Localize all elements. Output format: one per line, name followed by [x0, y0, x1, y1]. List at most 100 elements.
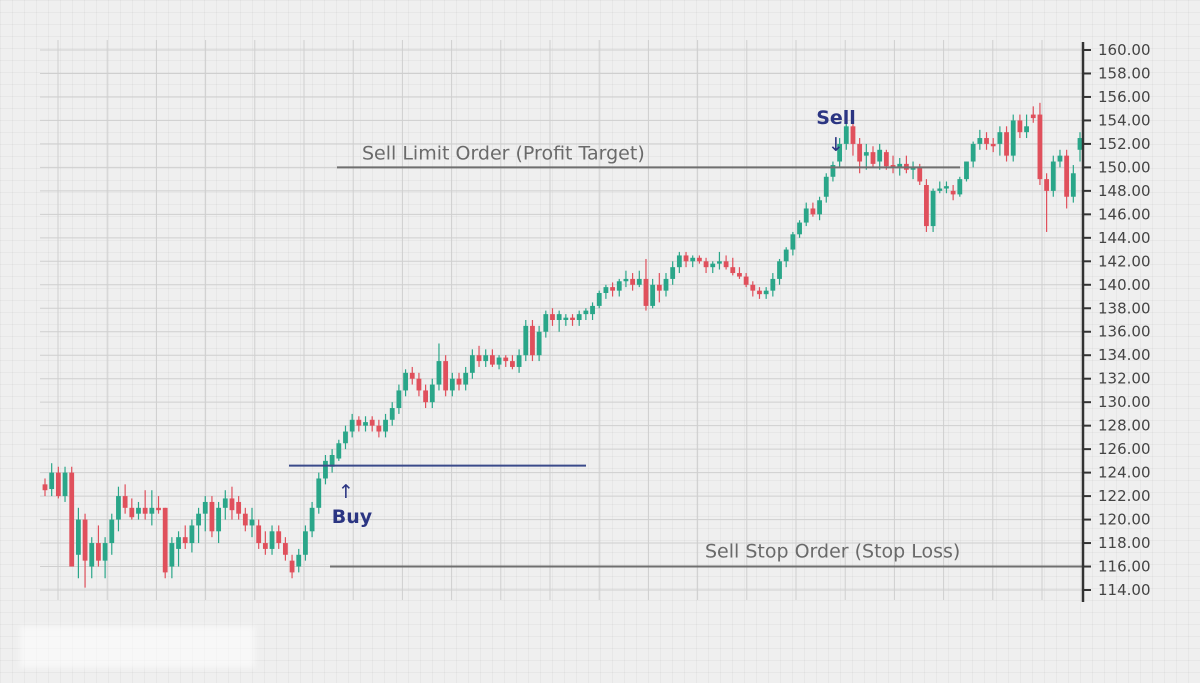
- candle-body: [55, 472, 61, 497]
- candle-body: [803, 208, 809, 223]
- candle-body: [169, 543, 175, 567]
- annotations-layer: Sell Limit Order (Profit Target) Sell Sto…: [332, 107, 961, 563]
- candle-body: [209, 501, 215, 532]
- candle-body: [142, 507, 148, 514]
- candle-body: [710, 263, 716, 268]
- candle-body: [530, 325, 535, 356]
- candle-body: [763, 290, 769, 295]
- candle-body: [69, 472, 75, 567]
- price-tick-label: 116.00: [1098, 558, 1151, 576]
- price-tick-label: 128.00: [1098, 417, 1151, 435]
- candle-body: [670, 267, 676, 279]
- candle-body: [510, 361, 515, 367]
- candle-body: [1064, 155, 1070, 197]
- candle-body: [356, 419, 362, 426]
- candle-body: [229, 498, 235, 511]
- candle-body: [663, 278, 669, 291]
- candle-body: [870, 152, 876, 164]
- candle-body: [242, 513, 248, 526]
- candle-body: [343, 431, 348, 444]
- candle-body: [82, 519, 88, 561]
- candle-body: [456, 378, 462, 385]
- candle-body: [690, 257, 696, 262]
- candle-body: [436, 361, 442, 385]
- candle-body: [396, 390, 402, 409]
- candle-body: [389, 408, 395, 420]
- candle-body: [476, 355, 482, 362]
- chart-grid: [40, 40, 1083, 600]
- candle-body: [837, 143, 843, 162]
- candle-body: [997, 132, 1003, 144]
- candle-body: [630, 278, 636, 285]
- candle-body: [810, 208, 816, 215]
- candle-body: [136, 507, 141, 514]
- candle-body: [723, 261, 729, 268]
- candle-body: [730, 267, 736, 274]
- candle-body: [696, 257, 702, 262]
- price-tick-label: 124.00: [1098, 464, 1151, 482]
- candle-body: [443, 361, 449, 391]
- candle-body: [262, 543, 268, 549]
- price-tick-label: 160.00: [1098, 41, 1151, 59]
- price-tick-label: 118.00: [1098, 534, 1151, 552]
- candle-body: [62, 472, 68, 497]
- candle-body: [523, 325, 529, 356]
- candle-body: [1050, 161, 1056, 191]
- price-tick-label: 142.00: [1098, 252, 1151, 270]
- candle-body: [429, 384, 435, 403]
- candle-body: [636, 278, 642, 285]
- price-tick-label: 114.00: [1098, 581, 1151, 599]
- sell-stop-label: Sell Stop Order (Stop Loss): [705, 541, 960, 563]
- candle-body: [883, 152, 889, 167]
- candle-body: [363, 422, 368, 426]
- candle-body: [49, 472, 55, 490]
- candle-body: [116, 496, 121, 520]
- price-tick-label: 156.00: [1098, 88, 1151, 106]
- candle-body: [650, 284, 656, 306]
- buy-label: Buy: [332, 506, 373, 528]
- candle-body: [950, 190, 956, 195]
- price-tick-label: 136.00: [1098, 323, 1151, 341]
- price-tick-label: 120.00: [1098, 511, 1151, 529]
- candle-body: [797, 222, 802, 235]
- candle-body: [303, 531, 308, 555]
- candle-body: [182, 537, 188, 544]
- candle-body: [777, 261, 782, 279]
- candle-body: [977, 138, 983, 144]
- price-tick-label: 148.00: [1098, 182, 1151, 200]
- candle-body: [850, 126, 856, 144]
- candle-body: [743, 276, 749, 285]
- candle-body: [202, 501, 208, 514]
- candle-body: [757, 290, 762, 295]
- candle-body: [102, 543, 108, 561]
- price-tick-label: 140.00: [1098, 276, 1151, 294]
- candle-body: [109, 519, 115, 544]
- price-tick-label: 152.00: [1098, 135, 1151, 153]
- candle-body: [930, 190, 936, 227]
- candle-body: [289, 560, 295, 573]
- candle-body: [944, 186, 949, 189]
- price-axis: 114.00 116.00 118.00 120.00 122.00 124.00 126.…: [1081, 41, 1151, 602]
- sell-arrow-icon: ↓: [828, 134, 844, 156]
- price-tick-label: 130.00: [1098, 393, 1151, 411]
- price-tick-label: 154.00: [1098, 111, 1151, 129]
- candle-body: [503, 357, 509, 362]
- candle-body: [924, 185, 929, 227]
- candle-body: [984, 138, 989, 144]
- candle-body: [603, 287, 609, 293]
- candle-body: [737, 273, 742, 277]
- candle-body: [1070, 173, 1076, 197]
- candles-layer: [42, 102, 1083, 588]
- candle-body: [964, 161, 969, 180]
- candle-body: [536, 331, 542, 356]
- candle-body: [990, 143, 996, 147]
- candle-body: [469, 355, 475, 373]
- candle-body: [1077, 138, 1083, 150]
- candle-body: [1017, 120, 1023, 133]
- candle-body: [910, 167, 916, 170]
- candle-body: [216, 507, 222, 532]
- candle-body: [830, 165, 836, 177]
- candle-body: [323, 460, 328, 479]
- blurred-watermark: [20, 626, 255, 668]
